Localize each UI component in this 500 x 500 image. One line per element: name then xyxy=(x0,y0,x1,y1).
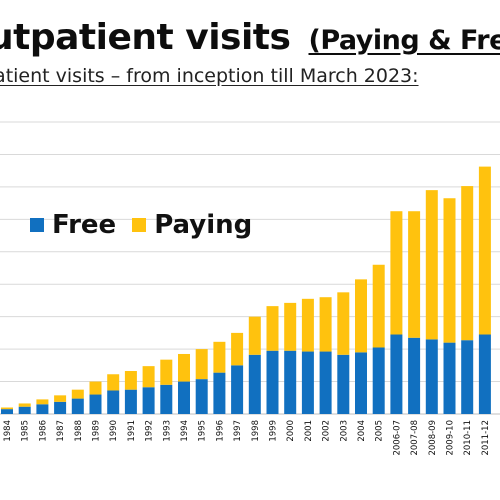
x-tick-label: 2006-07 xyxy=(392,420,402,456)
x-tick-label: 1987 xyxy=(56,420,66,442)
bar-paying-1997 xyxy=(231,332,244,366)
x-tick-label: 1994 xyxy=(180,420,190,442)
bar-paying-1999 xyxy=(266,306,279,351)
legend-label-paying: Paying xyxy=(154,210,253,240)
bar-free-2001 xyxy=(301,351,314,414)
bar-free-1987 xyxy=(54,401,67,414)
x-tick-label: 2008-09 xyxy=(428,420,438,456)
x-tick-label: 1988 xyxy=(74,420,84,442)
bar-free-2004 xyxy=(355,352,367,414)
bar-free-2000 xyxy=(284,350,297,414)
x-tick-label: 1998 xyxy=(251,420,261,442)
bar-paying-1985 xyxy=(18,403,31,407)
bar-paying-2002 xyxy=(319,297,332,352)
bar-paying-1996 xyxy=(213,341,226,373)
bar-paying-2007-08 xyxy=(408,211,421,338)
bar-paying-1984 xyxy=(1,407,13,410)
bar-free-1995 xyxy=(195,379,208,414)
x-tick-label: 1985 xyxy=(21,420,31,442)
x-tick-label: 2001 xyxy=(304,420,314,442)
bar-free-2002 xyxy=(319,351,332,414)
x-tick-label: 1996 xyxy=(215,420,225,442)
bar-free-1993 xyxy=(160,384,173,414)
bar-free-1998 xyxy=(248,354,261,414)
x-tick-label: 1989 xyxy=(92,420,102,442)
legend: Free Paying xyxy=(30,210,268,240)
legend-item-paying: Paying xyxy=(132,210,252,240)
title-paren: (Paying & Fre xyxy=(308,25,500,56)
bar-paying-1989 xyxy=(89,381,102,395)
bar-free-1989 xyxy=(89,394,102,414)
bar-paying-1988 xyxy=(71,389,84,399)
bar-paying-2001 xyxy=(301,298,314,352)
bar-paying-1991 xyxy=(124,371,137,390)
page-subtitle: patient visits – from inception till Mar… xyxy=(0,65,419,87)
legend-label-free: Free xyxy=(52,210,117,240)
page-title: utpatient visits (Paying & Fre xyxy=(0,14,500,65)
bar-paying-1995 xyxy=(195,349,208,380)
x-tick-label: 2004 xyxy=(357,420,367,442)
x-tick-label: 1990 xyxy=(109,420,119,442)
bar-free-2011-12 xyxy=(478,334,491,414)
x-tick-label: 1993 xyxy=(162,420,172,442)
x-tick-label: 1997 xyxy=(233,420,243,442)
bar-paying-2000 xyxy=(284,302,297,351)
title-main: utpatient visits xyxy=(0,17,291,58)
x-tick-label: 2000 xyxy=(286,420,296,442)
bar-free-1986 xyxy=(36,404,49,414)
bar-paying-1998 xyxy=(248,316,261,355)
bar-paying-2005 xyxy=(372,264,385,348)
bar-free-1991 xyxy=(124,389,137,414)
bar-free-2007-08 xyxy=(408,337,421,414)
x-tick-label: 1999 xyxy=(269,420,279,442)
x-tick-labels: 1984 1985 1986 1987 1988 1989 1990 1991 1992 1993… xyxy=(3,420,491,456)
bar-free-1988 xyxy=(71,398,84,414)
bar-paying-2003 xyxy=(337,292,350,355)
bar-paying-1990 xyxy=(107,374,120,391)
x-tick-label: 1991 xyxy=(127,420,137,442)
bar-free-2009-10 xyxy=(443,342,456,414)
x-tick-label: 1986 xyxy=(38,420,48,442)
bar-paying-1994 xyxy=(178,353,190,382)
x-tick-label: 1995 xyxy=(198,420,208,442)
bar-paying-2008-09 xyxy=(425,190,438,340)
x-tick-label: 2005 xyxy=(375,420,385,442)
bar-paying-2009-10 xyxy=(443,198,456,343)
bar-free-1999 xyxy=(266,350,279,414)
x-tick-label: 2007-08 xyxy=(410,420,420,456)
bar-free-2008-09 xyxy=(425,339,438,414)
x-tick-label: 2009-10 xyxy=(446,420,456,456)
x-tick-label: 1984 xyxy=(3,420,13,442)
bar-paying-2004 xyxy=(355,279,367,353)
bar-free-2006-07 xyxy=(390,334,403,414)
legend-swatch-free xyxy=(30,218,44,232)
bar-free-1992 xyxy=(142,387,155,414)
bar-paying-2010-11 xyxy=(461,186,474,341)
bar-free-1990 xyxy=(107,390,120,414)
x-tick-label: 2010-11 xyxy=(463,420,473,456)
x-tick-label: 2003 xyxy=(339,420,349,442)
bar-free-2010-11 xyxy=(461,340,474,414)
bar-paying-1986 xyxy=(36,399,49,405)
bar-free-1996 xyxy=(213,372,226,414)
bars xyxy=(1,166,491,414)
bar-free-2005 xyxy=(372,347,385,414)
bar-free-2003 xyxy=(337,354,350,414)
x-tick-label: 1992 xyxy=(145,420,155,442)
bar-paying-1993 xyxy=(160,359,173,385)
x-tick-label: 2002 xyxy=(322,420,332,442)
legend-swatch-paying xyxy=(132,218,147,232)
bar-paying-2011-12 xyxy=(478,166,491,335)
bar-paying-1992 xyxy=(142,366,155,388)
bar-paying-2006-07 xyxy=(390,211,403,335)
bar-free-1985 xyxy=(18,406,31,414)
bar-free-1994 xyxy=(178,381,190,414)
bar-free-1997 xyxy=(231,365,244,414)
x-tick-label: 2011-12 xyxy=(481,420,491,456)
legend-item-free: Free xyxy=(30,210,116,240)
bar-free-1984 xyxy=(1,409,13,414)
bar-paying-1987 xyxy=(54,395,67,402)
